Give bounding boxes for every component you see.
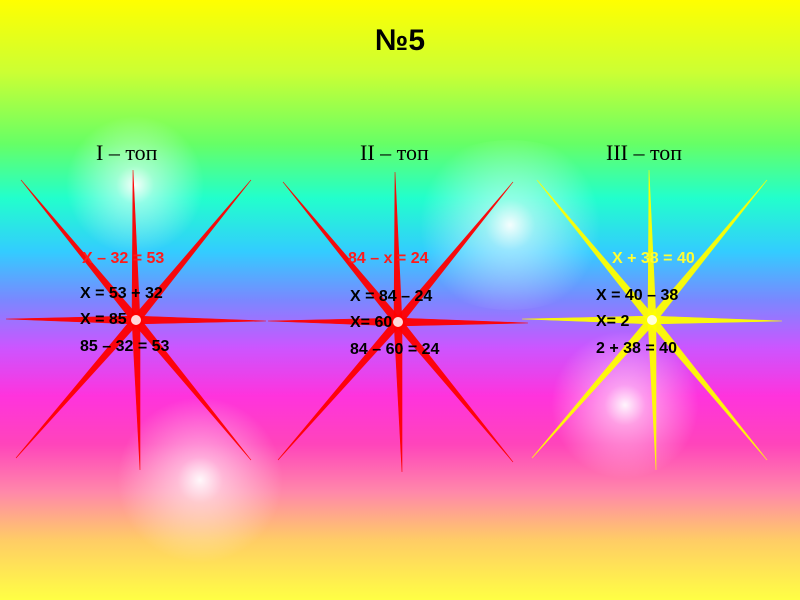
equation-2: 84 – x = 24 [348, 250, 429, 267]
step-2-2: X= 60 [350, 314, 393, 331]
step-1-3: 85 – 32 = 53 [80, 338, 170, 355]
group-label-2: II – топ [360, 140, 429, 165]
step-3-3: 2 + 38 = 40 [596, 340, 677, 357]
group-label-1: I – топ [96, 140, 158, 165]
star-ray [651, 315, 783, 325]
sparkle-star-1 [5, 169, 267, 471]
step-2-1: X = 84 – 24 [350, 288, 433, 305]
equation-3: X + 38 = 40 [612, 250, 695, 267]
star-ray [135, 315, 267, 325]
step-3-1: X = 40 – 38 [596, 287, 679, 304]
star-core [647, 315, 657, 325]
sparkle-star-3 [521, 169, 783, 471]
slide-title: №5 [374, 24, 426, 57]
star-ray [648, 317, 768, 461]
star-ray [531, 316, 656, 459]
step-1-1: X = 53 + 32 [80, 285, 163, 302]
step-3-2: X= 2 [596, 313, 630, 330]
star-ray [397, 317, 529, 327]
step-2-3: 84 – 60 = 24 [350, 341, 440, 358]
equation-1: X – 32 = 53 [82, 250, 165, 267]
sparkle-star-2 [267, 171, 529, 473]
star-core [393, 317, 403, 327]
group-label-3: III – топ [606, 140, 683, 165]
step-1-2: X = 85 [80, 311, 127, 328]
star-ray [521, 315, 653, 325]
star-core [131, 315, 141, 325]
